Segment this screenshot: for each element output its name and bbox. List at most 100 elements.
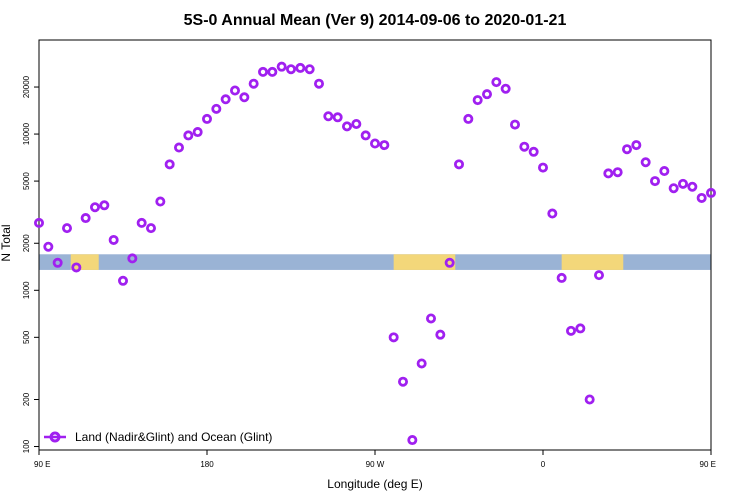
data-point <box>397 376 408 387</box>
data-point <box>575 323 586 334</box>
data-point <box>295 62 306 73</box>
y-tick-label: 20000 <box>22 75 31 98</box>
data-point <box>379 140 390 151</box>
data-point <box>696 192 707 203</box>
data-point <box>650 176 661 187</box>
data-point <box>80 213 91 224</box>
data-point <box>229 85 240 96</box>
data-point <box>173 142 184 153</box>
data-point <box>416 358 427 369</box>
data-point <box>603 168 614 179</box>
ocean-band <box>39 254 711 270</box>
x-tick-label: 180 <box>200 460 214 469</box>
data-point <box>463 113 474 124</box>
data-point <box>323 111 334 122</box>
data-point <box>528 146 539 157</box>
legend-marker-swatch <box>49 431 61 443</box>
data-point <box>453 159 464 170</box>
data-point <box>239 92 250 103</box>
data-point <box>481 89 492 100</box>
legend-label: Land (Nadir&Glint) and Ocean (Glint) <box>75 430 272 444</box>
data-point <box>491 77 502 88</box>
y-tick-label: 200 <box>22 392 31 406</box>
data-point <box>631 140 642 151</box>
y-tick-label: 1000 <box>22 281 31 299</box>
data-point <box>285 64 296 75</box>
data-point <box>90 202 101 213</box>
y-tick-label: 500 <box>22 330 31 344</box>
plot-frame <box>38 39 712 451</box>
x-tick-label: 0 <box>541 460 546 469</box>
x-tick-label: 90 W <box>366 460 385 469</box>
data-point <box>435 329 446 340</box>
data-point <box>118 275 129 286</box>
data-point <box>127 253 138 264</box>
data-point <box>687 181 698 192</box>
data-point <box>519 141 530 152</box>
data-point <box>43 241 54 252</box>
data-point <box>612 167 623 178</box>
data-point <box>538 162 549 173</box>
data-point <box>220 94 231 105</box>
data-point <box>622 144 633 155</box>
data-point <box>211 103 222 114</box>
data-point <box>155 196 166 207</box>
data-point <box>369 138 380 149</box>
land-segment <box>70 254 99 270</box>
data-point <box>509 119 520 130</box>
surface-band <box>39 254 711 270</box>
data-point <box>388 332 399 343</box>
data-point <box>706 187 717 198</box>
data-point <box>183 130 194 141</box>
data-point <box>304 64 315 75</box>
data-points <box>34 61 717 446</box>
y-axis: 100 200 500 1000 2000 5000 10000 20000 <box>22 75 39 453</box>
data-point <box>351 118 362 129</box>
data-point <box>248 78 259 89</box>
y-tick-label: 100 <box>22 439 31 453</box>
x-tick-label: 90 E <box>34 460 50 469</box>
data-point <box>407 435 418 446</box>
data-point <box>566 325 577 336</box>
data-point <box>257 66 268 77</box>
y-tick-label: 10000 <box>22 122 31 145</box>
y-tick-label: 5000 <box>22 172 31 190</box>
y-axis-label: N Total <box>0 224 13 261</box>
x-axis: 90 E 180 90 W 0 90 E <box>34 450 716 469</box>
data-point <box>425 313 436 324</box>
data-point <box>472 95 483 106</box>
data-point <box>678 178 689 189</box>
data-point <box>108 234 119 245</box>
data-point <box>313 78 324 89</box>
data-point <box>332 112 343 123</box>
data-point <box>556 272 567 283</box>
data-point <box>136 217 147 228</box>
data-point <box>341 121 352 132</box>
data-point <box>276 61 287 72</box>
data-point <box>584 394 595 405</box>
data-point <box>267 66 278 77</box>
chart-title: 5S-0 Annual Mean (Ver 9) 2014-09-06 to 2… <box>184 12 567 29</box>
data-point <box>640 157 651 168</box>
data-point <box>52 257 63 268</box>
x-axis-label: Longitude (deg E) <box>327 477 422 491</box>
data-point <box>62 223 73 234</box>
land-segment <box>393 254 456 270</box>
data-point <box>71 262 82 273</box>
data-point <box>659 166 670 177</box>
data-point <box>360 130 371 141</box>
data-point <box>668 183 679 194</box>
legend: Land (Nadir&Glint) and Ocean (Glint) <box>44 430 272 444</box>
data-point <box>444 257 455 268</box>
data-point <box>594 270 605 281</box>
data-point <box>34 217 45 228</box>
data-point <box>145 223 156 234</box>
data-point <box>500 83 511 94</box>
land-segment <box>561 254 624 270</box>
data-point <box>192 127 203 138</box>
data-point <box>99 200 110 211</box>
data-point <box>164 159 175 170</box>
data-point <box>547 208 558 219</box>
y-tick-label: 2000 <box>22 234 31 252</box>
